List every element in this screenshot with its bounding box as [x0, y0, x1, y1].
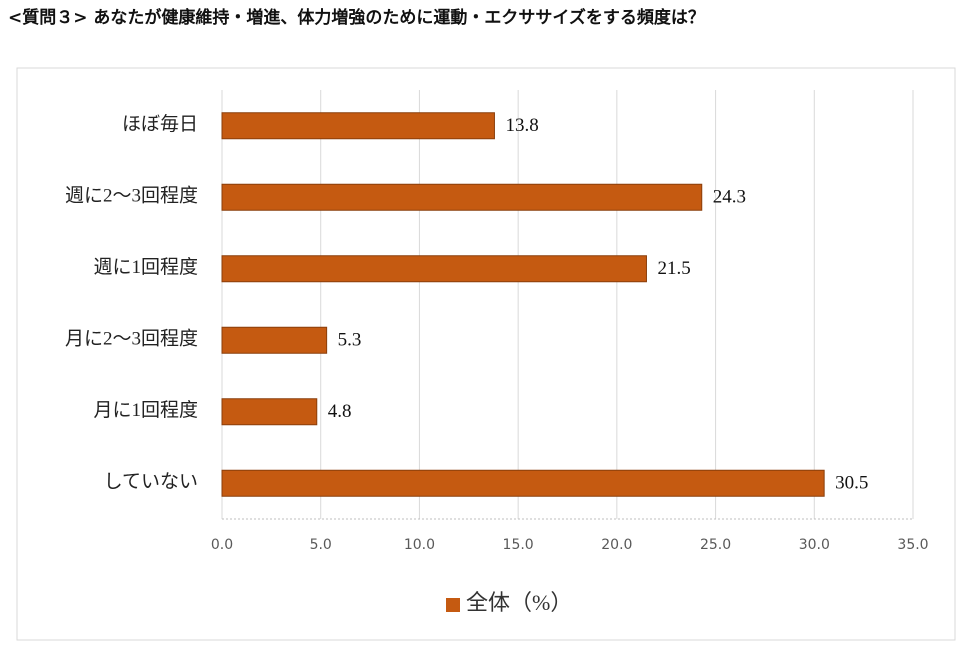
- x-tick-label: 10.0: [404, 537, 435, 553]
- y-tick-label: していない: [104, 472, 198, 493]
- x-tick-label: 5.0: [310, 537, 332, 553]
- x-tick-label: 30.0: [799, 537, 830, 553]
- x-tick-label: 20.0: [601, 537, 632, 553]
- x-tick-label: 25.0: [700, 537, 731, 553]
- y-tick-label: ほぼ毎日: [122, 113, 198, 135]
- data-label: 24.3: [713, 187, 746, 208]
- chart-frame: [16, 67, 956, 641]
- data-label: 5.3: [338, 330, 362, 351]
- data-label: 13.8: [505, 115, 538, 136]
- chart-title: <質問３> あなたが健康維持・増進、体力増強のために運動・エクササイズをする頻度…: [8, 7, 705, 28]
- y-tick-label: 週に1回程度: [93, 256, 198, 278]
- y-tick-label: 月に2～3回程度: [65, 328, 198, 350]
- x-tick-label: 15.0: [503, 537, 534, 553]
- y-tick-label: 週に2～3回程度: [65, 185, 198, 207]
- bar: [221, 326, 328, 354]
- bar: [221, 469, 825, 497]
- legend-label: 全体（%）: [466, 590, 572, 615]
- legend-swatch: [446, 598, 460, 612]
- x-tick-label: 35.0: [897, 537, 928, 553]
- bar: [221, 398, 318, 426]
- bar: [221, 255, 647, 283]
- x-tick-label: 0.0: [211, 537, 233, 553]
- bar: [221, 112, 495, 140]
- bar: [221, 183, 703, 211]
- data-label: 21.5: [657, 258, 690, 279]
- data-label: 4.8: [328, 401, 352, 422]
- y-tick-label: 月に1回程度: [93, 399, 198, 421]
- data-label: 30.5: [835, 473, 868, 494]
